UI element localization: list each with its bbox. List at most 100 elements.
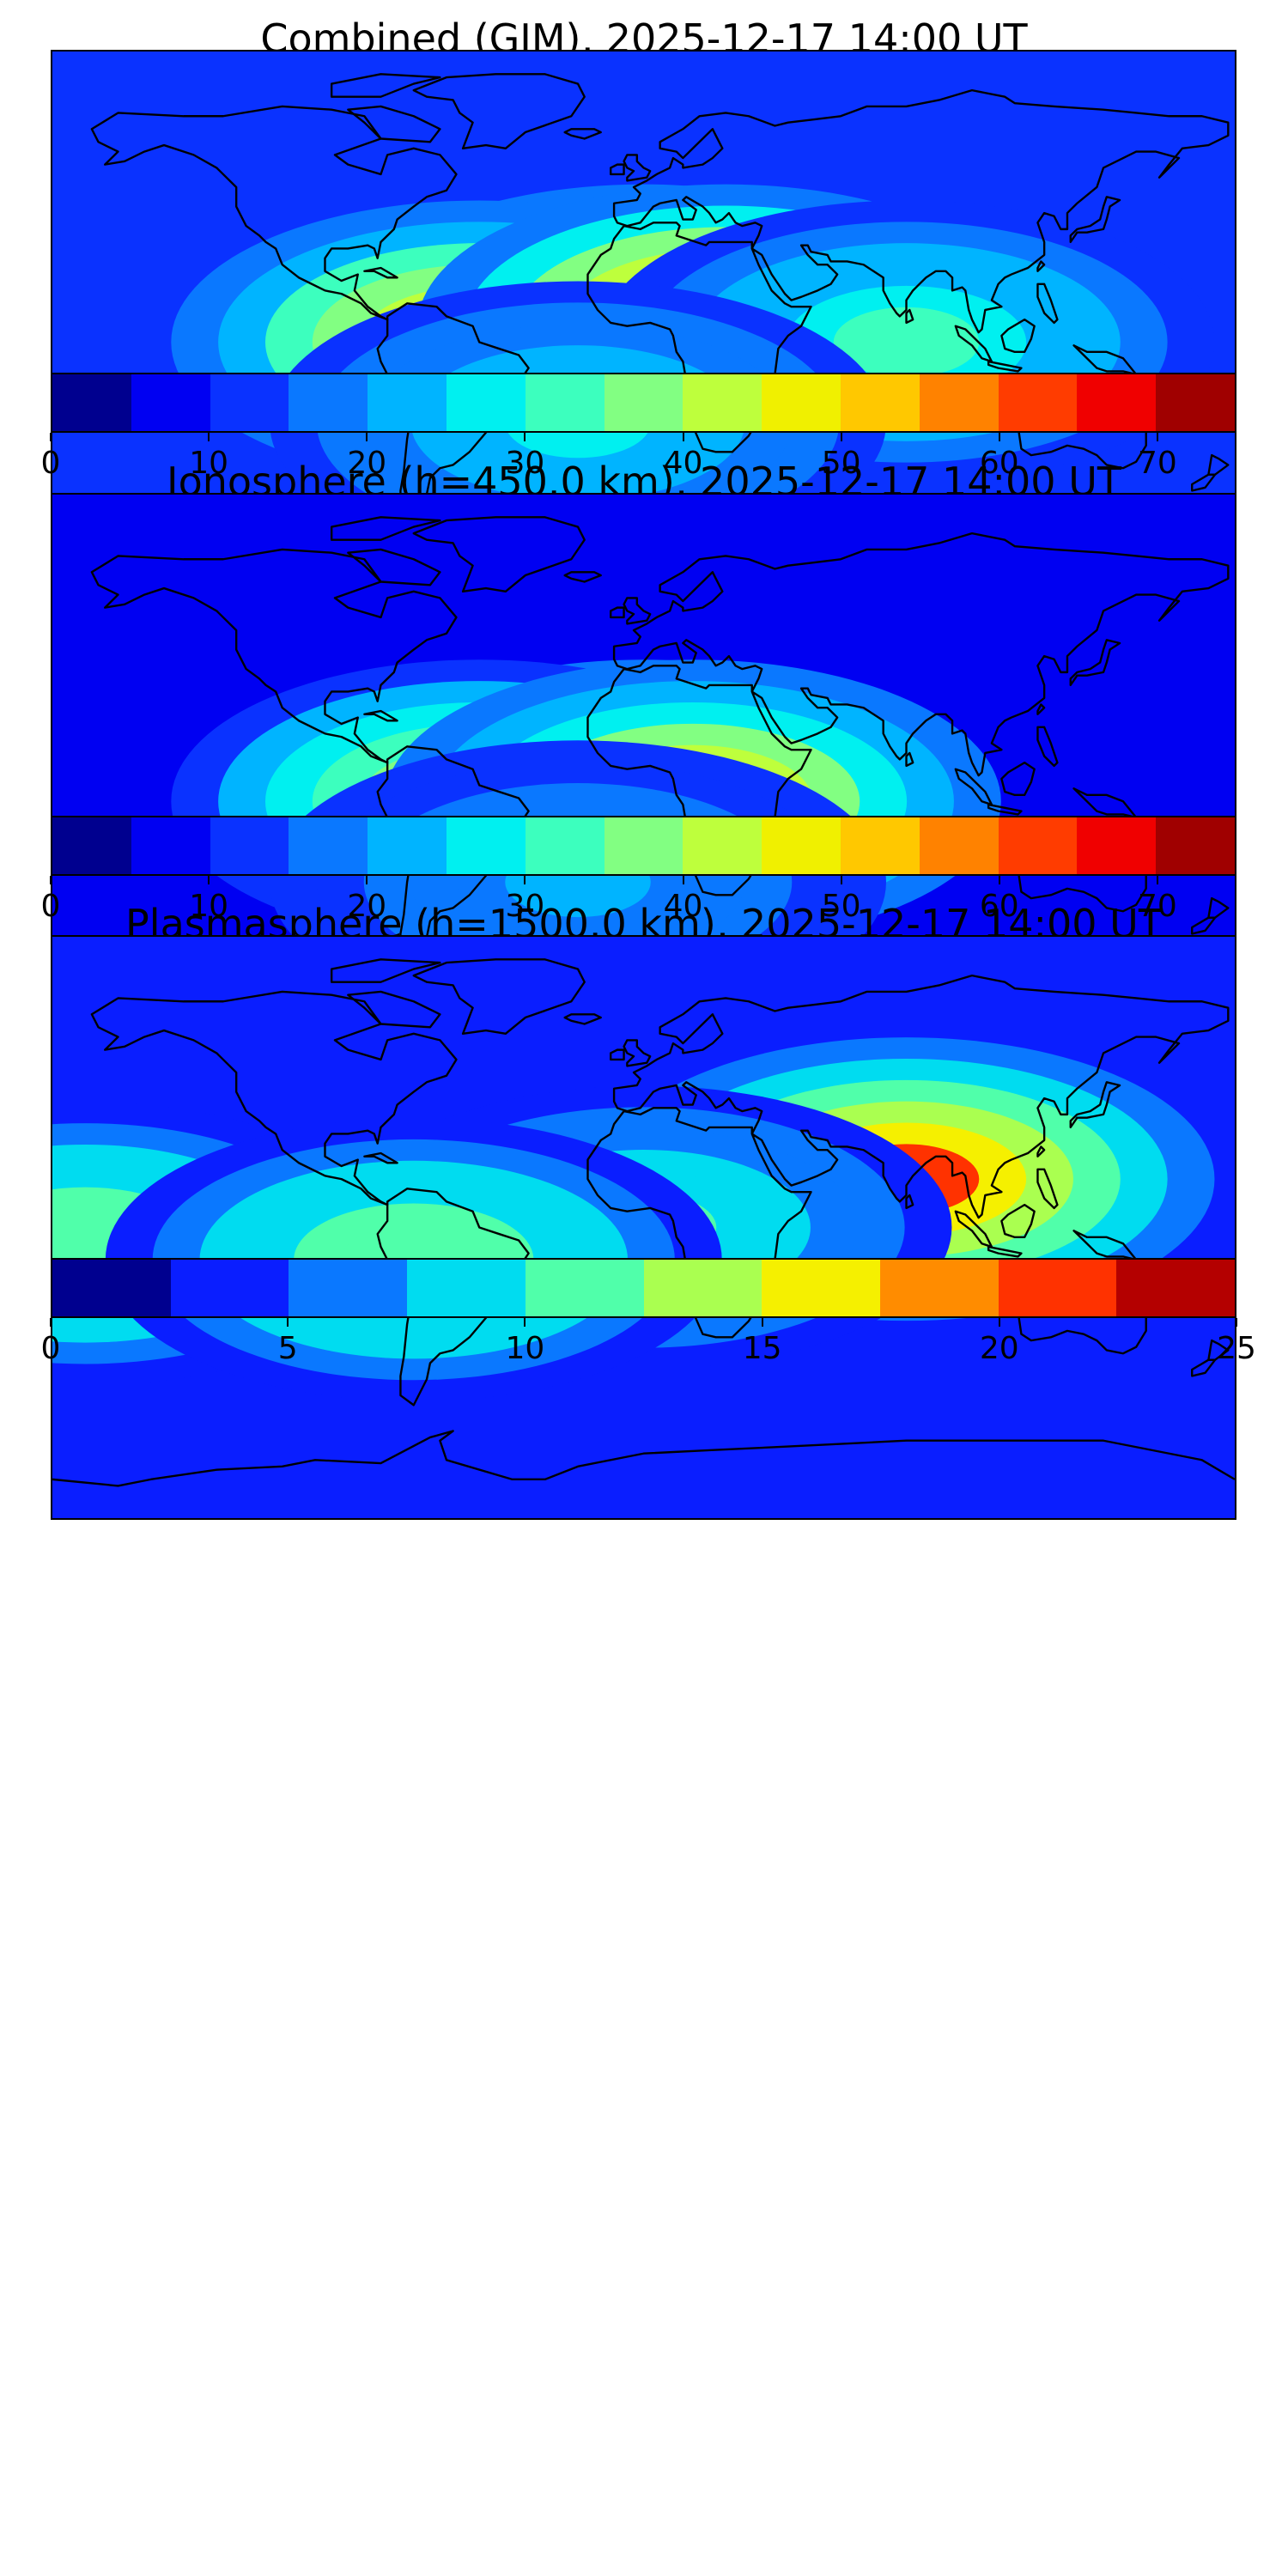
- tick-mark: [682, 876, 684, 884]
- colorbar-bin: [52, 1260, 171, 1316]
- colorbar-bin: [998, 817, 1078, 874]
- colorbar-bin: [525, 1260, 644, 1316]
- coastline-ellesmere: [330, 73, 441, 98]
- coastline-taiwan: [1036, 703, 1046, 715]
- coastline-philippines: [1036, 1168, 1059, 1210]
- colorbar-bin: [604, 374, 683, 431]
- tick-mark: [1156, 433, 1158, 441]
- map-plasmasphere: [51, 935, 1236, 1520]
- colorbar-bin: [604, 817, 683, 874]
- coastline-newZealandS: [1191, 473, 1217, 492]
- coastline-africaEurasia: [586, 974, 1230, 1339]
- tick-mark: [998, 876, 1000, 884]
- tick-label: 25: [1217, 1331, 1256, 1366]
- colorbar-bin: [683, 817, 762, 874]
- coastline-cuba: [363, 1151, 398, 1164]
- tick-mark: [524, 1318, 526, 1327]
- colorbar-bin: [1116, 1260, 1235, 1316]
- tick-mark: [208, 433, 210, 441]
- coastline-ireland: [610, 606, 625, 619]
- tick-mark: [682, 433, 684, 441]
- coastline-greenland: [412, 73, 586, 150]
- colorbar-bin: [52, 374, 131, 431]
- colorbar-bin: [1077, 374, 1157, 431]
- coastline-newZealandS: [1191, 916, 1217, 935]
- coastline-ellesmere: [330, 516, 441, 541]
- colorbar-bin: [762, 374, 841, 431]
- colorbar-bin: [1156, 374, 1235, 431]
- coastline-greenland: [412, 958, 586, 1036]
- tick-mark: [50, 876, 52, 884]
- tick-label: 10: [505, 1331, 545, 1366]
- map-svg-plasmasphere: [52, 937, 1235, 1518]
- contour-indian-ocean-band: [833, 307, 980, 378]
- tick-mark: [840, 433, 842, 441]
- coastline-java: [987, 803, 1023, 816]
- tick-mark: [1236, 1318, 1237, 1327]
- tick-label: 60: [979, 889, 1019, 924]
- coastline-cuba: [363, 266, 398, 279]
- coastline-baffin: [347, 105, 441, 143]
- tick-mark: [998, 1318, 1000, 1327]
- coastline-sumatra: [954, 1210, 993, 1249]
- coastline-sriLanka: [905, 1194, 914, 1210]
- colorbar-combined: [51, 373, 1236, 433]
- colorbar-bin: [368, 817, 447, 874]
- colorbar-bin: [525, 374, 605, 431]
- colorbar-ticks-combined: 0 10 20 30 40 50 60 70: [41, 433, 1236, 484]
- tick-label: 20: [347, 889, 387, 924]
- colorbar-bin: [407, 1260, 526, 1316]
- coastline-greenland: [412, 516, 586, 593]
- tick-label: 20: [347, 446, 387, 481]
- colorbar-bin: [131, 817, 210, 874]
- tick-mark: [287, 1318, 289, 1327]
- coastline-borneo: [1000, 761, 1036, 797]
- tick-mark: [840, 876, 842, 884]
- colorbar-bin: [210, 817, 289, 874]
- coastline-ellesmere: [330, 958, 441, 983]
- colorbar-ticks-ionosphere: 0 10 20 30 40 50 60 70: [41, 876, 1236, 927]
- colorbar-bin: [919, 374, 999, 431]
- tick-mark: [524, 876, 526, 884]
- tick-mark: [366, 876, 368, 884]
- coastline-iceland: [563, 128, 602, 140]
- coastline-uk: [623, 1039, 652, 1067]
- coastline-northAmerica: [90, 548, 458, 764]
- coastline-java: [987, 1245, 1023, 1258]
- colorbar-bin: [170, 1260, 289, 1316]
- coastline-northAmerica: [90, 105, 458, 321]
- coastline-japan: [1069, 1081, 1121, 1129]
- coastline-africaEurasia: [586, 88, 1230, 453]
- coastline-borneo: [1000, 318, 1036, 354]
- tick-mark: [1156, 876, 1158, 884]
- tick-label: 70: [1138, 446, 1177, 481]
- colorbar-bin: [840, 817, 920, 874]
- colorbar-bin: [840, 374, 920, 431]
- coastline-uk: [623, 597, 652, 625]
- colorbar-bin: [998, 374, 1078, 431]
- coastline-ireland: [610, 1048, 625, 1061]
- tick-label: 30: [505, 446, 545, 481]
- colorbar-bin: [368, 374, 447, 431]
- coastline-japan: [1069, 639, 1121, 687]
- colorbar-bin: [525, 817, 605, 874]
- coastline-philippines: [1036, 283, 1059, 325]
- colorbar-bin: [919, 817, 999, 874]
- coastline-taiwan: [1036, 1145, 1046, 1157]
- coastline-sriLanka: [905, 751, 914, 768]
- colorbar-bin: [998, 1260, 1117, 1316]
- tick-mark: [761, 1318, 763, 1327]
- tick-label: 0: [40, 889, 61, 924]
- tick-label: 20: [979, 1331, 1019, 1366]
- coastline-sumatra: [954, 325, 993, 363]
- colorbar-ticks-plasmasphere: 0 5 10 15 20 25: [41, 1318, 1256, 1370]
- tick-mark: [50, 1318, 52, 1327]
- tick-label: 15: [742, 1331, 782, 1366]
- colorbar-bin: [446, 817, 526, 874]
- coastline-uk: [623, 154, 652, 182]
- tick-label: 50: [821, 889, 861, 924]
- coastline-taiwan: [1036, 260, 1046, 272]
- tick-label: 50: [821, 446, 861, 481]
- tick-mark: [208, 876, 210, 884]
- colorbar-bin: [762, 1260, 880, 1316]
